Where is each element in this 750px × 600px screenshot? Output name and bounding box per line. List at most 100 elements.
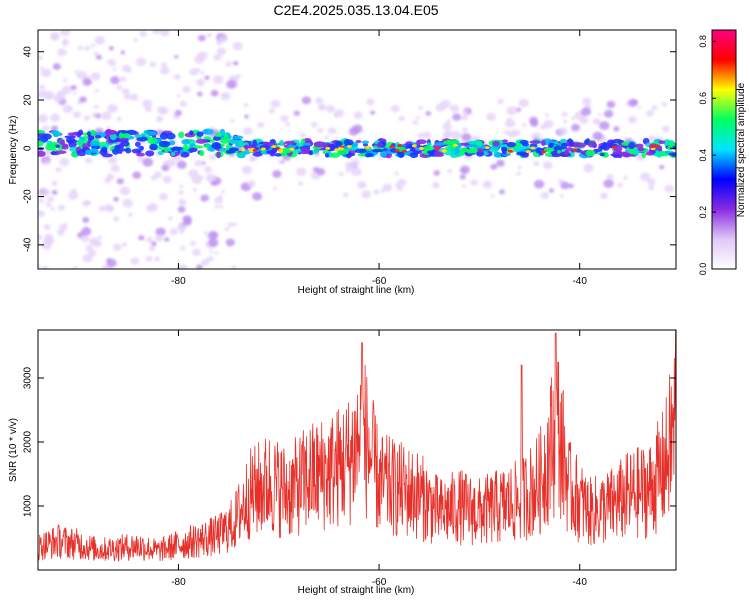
speckle: [179, 184, 184, 188]
speckle: [145, 255, 153, 262]
speckle: [180, 245, 186, 251]
spectrogram-x-ticks: -80 -60 -40: [171, 30, 587, 287]
speckle: [177, 206, 186, 213]
band-blob: [145, 150, 155, 157]
band-hotspot: [572, 148, 578, 152]
speckle: [315, 97, 324, 104]
speckle: [486, 112, 497, 121]
band-blob: [64, 135, 76, 139]
speckle: [342, 192, 349, 198]
speckle: [243, 103, 249, 107]
speckle: [361, 182, 367, 187]
speckle: [162, 175, 172, 184]
chart-title: C2E4.2025.035.13.04.E05: [273, 2, 438, 18]
speckle: [517, 165, 522, 170]
x-tick-label: -60: [372, 577, 387, 588]
speckle: [67, 191, 79, 200]
speckle: [59, 31, 65, 35]
speckle: [361, 190, 372, 199]
speckle: [94, 104, 99, 109]
speckle: [107, 104, 118, 113]
band-blob: [480, 144, 486, 150]
speckle: [46, 196, 54, 202]
band-blob: [170, 147, 181, 151]
speckle: [51, 180, 58, 186]
speckle: [296, 167, 307, 177]
speckle: [351, 159, 360, 167]
speckle: [120, 50, 126, 55]
band-blob: [252, 151, 263, 157]
band-blob: [416, 139, 421, 146]
band-hotspot: [401, 149, 407, 153]
band-blob: [188, 147, 198, 153]
band-hotspot: [325, 146, 331, 150]
band-hotspot: [394, 148, 400, 152]
speckle: [121, 242, 128, 247]
speckle: [149, 61, 157, 68]
speckle: [157, 116, 162, 121]
y-tick-label: -20: [23, 189, 34, 204]
speckle: [138, 235, 145, 241]
speckle: [150, 175, 157, 181]
band-blob: [296, 142, 304, 147]
speckle: [176, 94, 181, 98]
band-blob: [78, 129, 84, 136]
band-blob: [433, 142, 446, 146]
band-blob: [211, 142, 222, 149]
speckle: [129, 93, 139, 101]
band-blob: [365, 152, 374, 157]
speckle: [544, 113, 550, 117]
speckle: [45, 202, 52, 207]
band-blob: [396, 151, 404, 157]
speckle: [205, 173, 217, 183]
speckle: [232, 41, 243, 51]
band-blob: [380, 150, 388, 158]
snr-frame: [37, 329, 677, 571]
band-blob: [548, 142, 554, 148]
band-blob: [476, 150, 485, 157]
band-blob: [501, 146, 508, 152]
speckle: [88, 249, 97, 257]
speckle: [582, 97, 592, 106]
speckle: [121, 88, 130, 95]
band-hotspot: [260, 147, 266, 151]
speckle: [160, 66, 170, 75]
speckle: [425, 111, 432, 116]
band-blob: [529, 140, 542, 144]
band-blob: [212, 136, 221, 141]
band-blob: [599, 152, 605, 157]
speckle: [38, 210, 45, 218]
band-blob: [474, 139, 481, 146]
band-blob: [468, 147, 478, 154]
speckle: [273, 186, 278, 191]
speckle: [352, 124, 363, 134]
band-blob: [376, 142, 383, 148]
speckle: [72, 266, 78, 269]
speckle: [257, 121, 265, 129]
band-hotspot: [338, 147, 344, 151]
speckle: [542, 161, 553, 170]
speckle: [146, 236, 153, 243]
speckle: [225, 61, 232, 67]
band-hotspot: [611, 145, 617, 149]
band-blob: [232, 135, 244, 140]
band-blob: [105, 129, 118, 135]
speckle: [196, 78, 206, 87]
faint-speckle-layer: [38, 30, 675, 269]
band-blob: [665, 150, 670, 155]
speckle: [247, 180, 256, 187]
speckle: [203, 231, 208, 235]
band-blob: [493, 151, 501, 158]
band-blob: [506, 141, 517, 148]
speckle: [41, 265, 49, 269]
speckle: [415, 115, 420, 120]
snr-x-ticks: -80 -60 -40: [171, 330, 587, 588]
speckle: [147, 202, 159, 212]
speckle: [390, 104, 400, 113]
speckle: [504, 119, 516, 128]
speckle: [442, 131, 451, 139]
speckle: [82, 78, 92, 86]
band-hotspot: [525, 150, 531, 154]
band-blob: [65, 137, 76, 142]
band-blob: [663, 139, 671, 146]
